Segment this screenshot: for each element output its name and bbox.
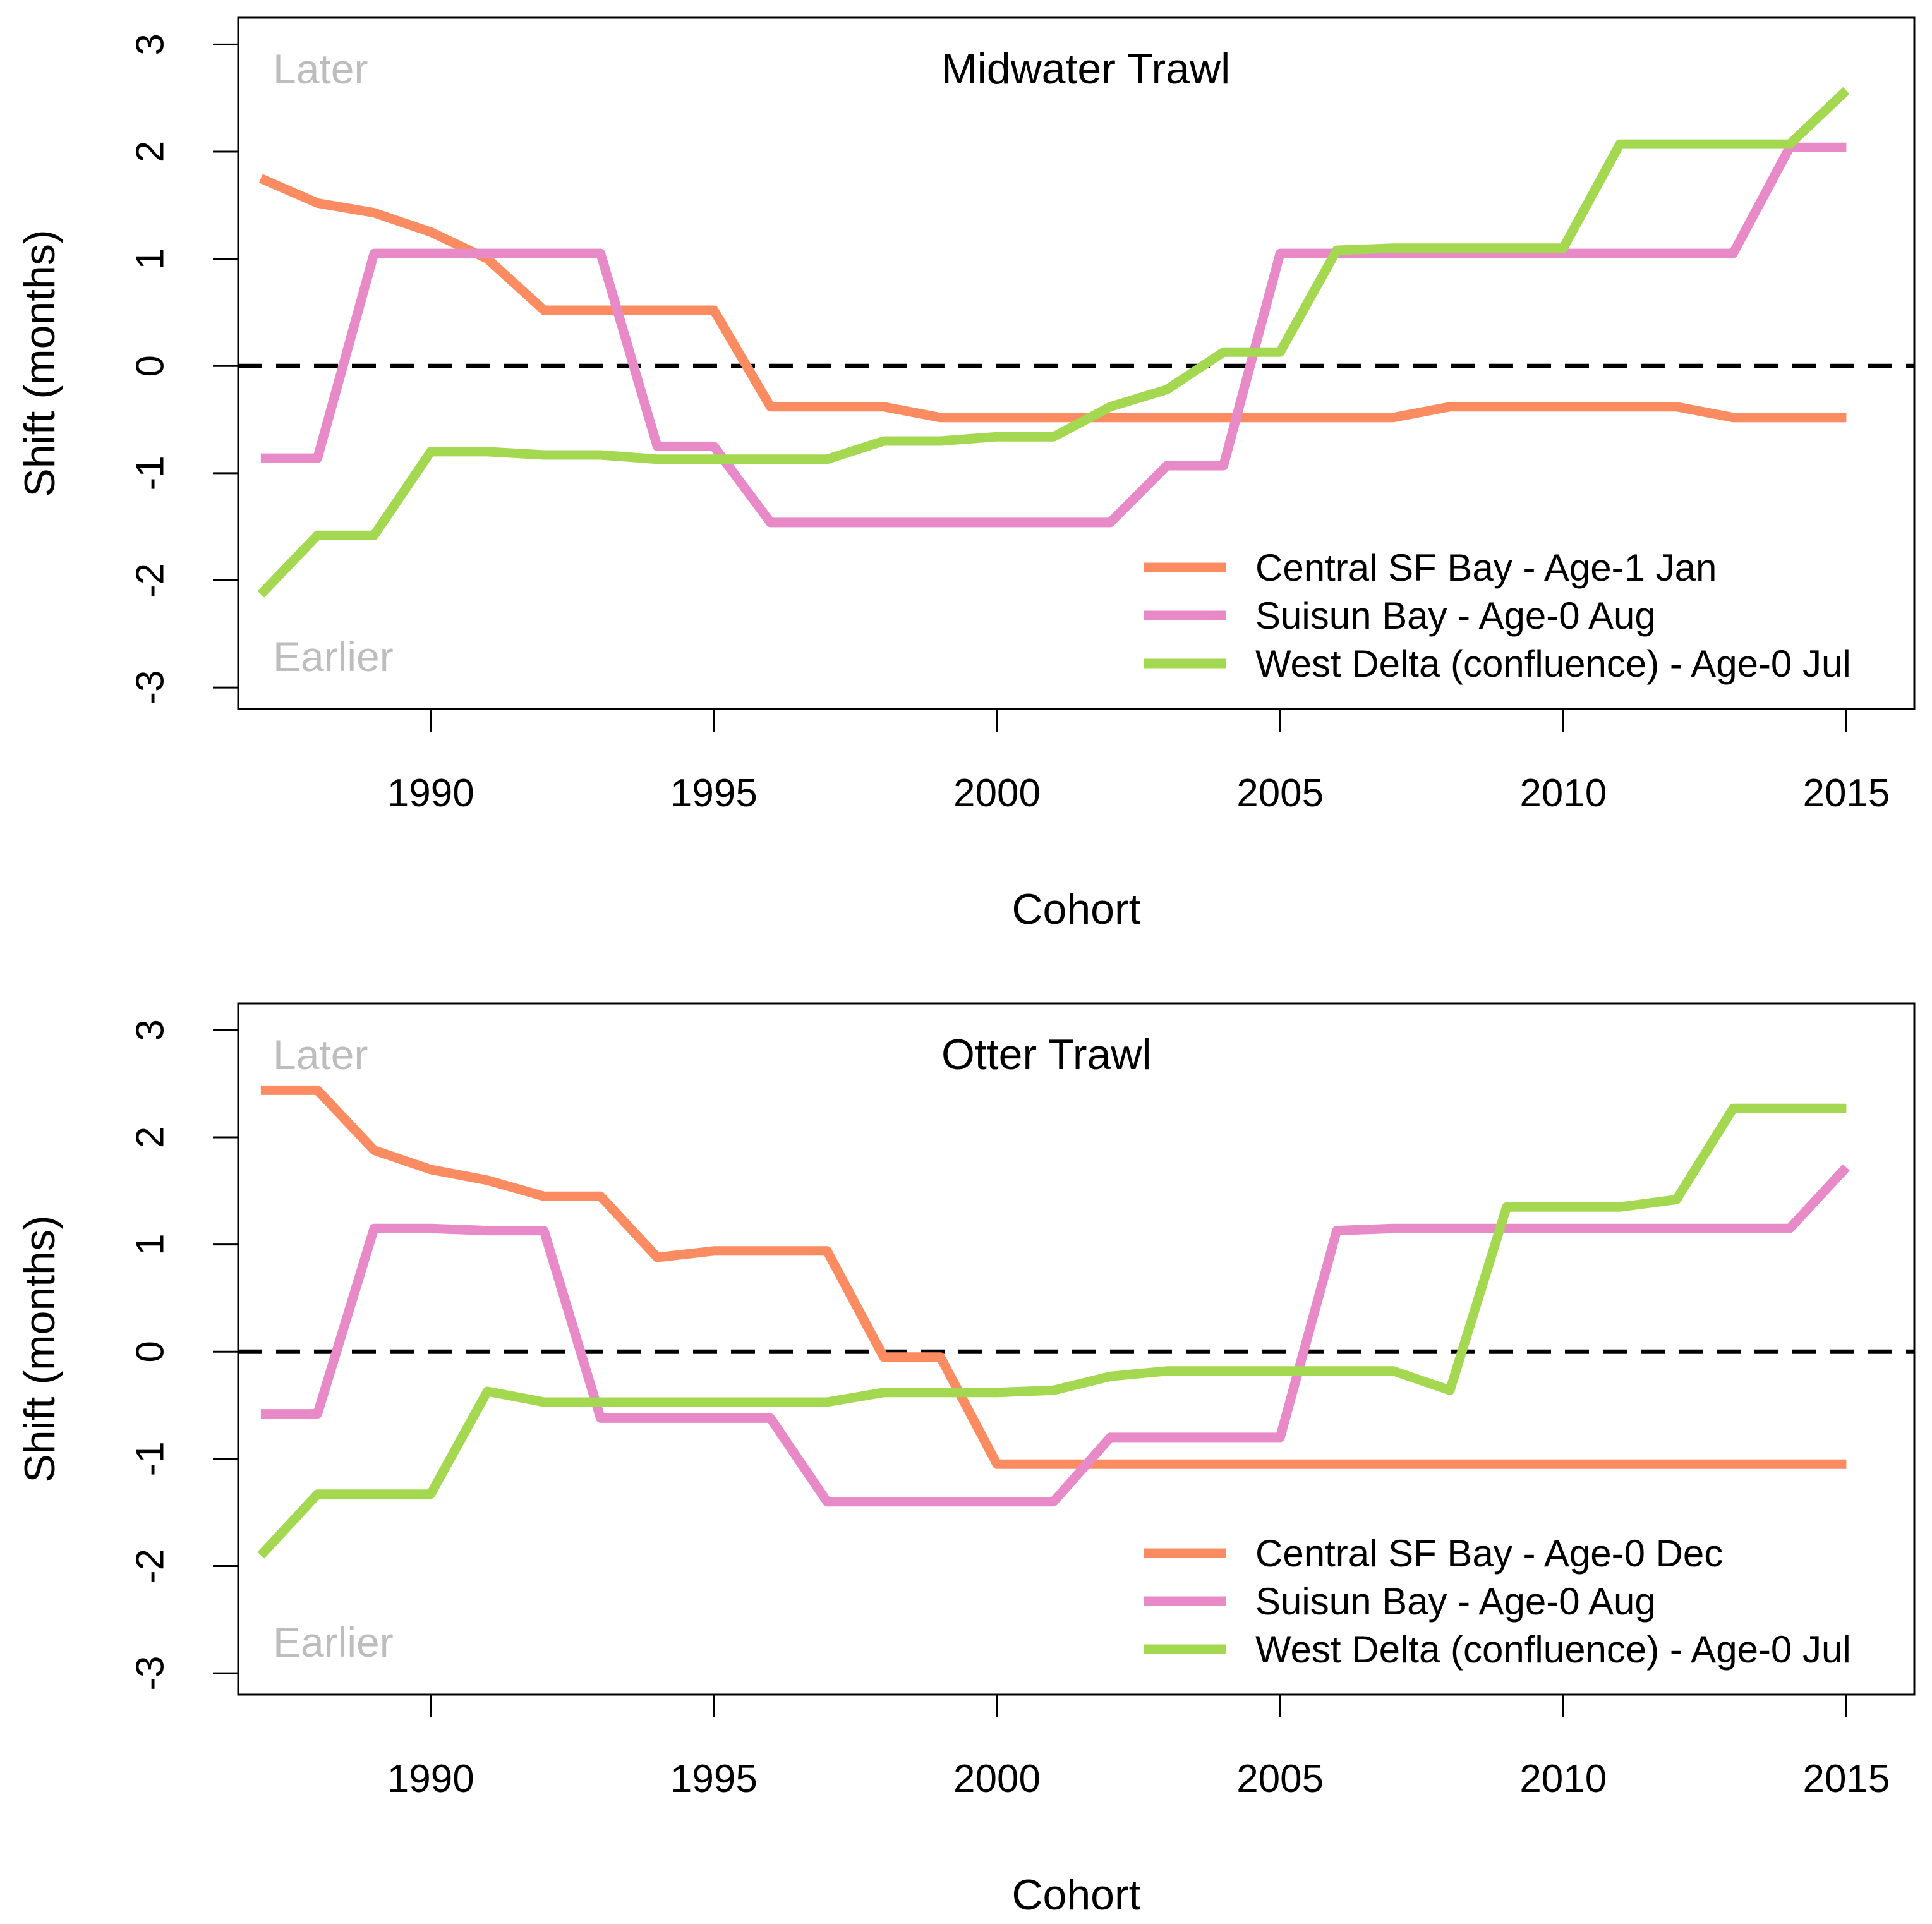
y-tick-label-neg2: -2 (128, 1549, 172, 1583)
x-tick-label-1995: 1995 (670, 771, 758, 815)
legend-label-west: West Delta (confluence) - Age-0 Jul (1255, 1628, 1851, 1671)
series-line-suisun (260, 1164, 1850, 1507)
x-tick-label-2010: 2010 (1519, 1757, 1607, 1801)
plot-frame (237, 16, 1916, 710)
y-tick-label-3: 3 (128, 33, 172, 55)
otter-trawl-panel: 1990 1995 2000 2005 2010 2015 -3 -2 -1 0 1 2 3 Cohort… (16, 1002, 1916, 1919)
earlier-annotation: Earlier (273, 1619, 394, 1666)
x-tick-label-2005: 2005 (1236, 771, 1324, 815)
series-line-central (260, 1085, 1847, 1469)
earlier-annotation: Earlier (273, 633, 394, 680)
legend-label-suisun: Suisun Bay - Age-0 Aug (1255, 595, 1656, 637)
y-axis-title: Shift (months) (16, 1215, 64, 1482)
y-tick-label-neg2: -2 (128, 563, 172, 598)
x-tick-label-1990: 1990 (387, 771, 474, 815)
panel-title: Otter Trawl (941, 1031, 1152, 1079)
later-annotation: Later (273, 45, 368, 92)
x-tick-label-2000: 2000 (953, 1757, 1041, 1801)
x-tick-label-1990: 1990 (387, 1757, 474, 1801)
midwater-trawl-panel: 1990 1995 2000 2005 2010 2015 -3 -2 -1 0 1 2 3 Cohort… (16, 16, 1916, 933)
y-axis-title: Shift (months) (16, 229, 64, 497)
y-tick-label-3: 3 (128, 1019, 172, 1041)
x-tick-label-2005: 2005 (1236, 1757, 1324, 1801)
y-tick-label-1: 1 (128, 1233, 172, 1255)
y-tick-label-neg3: -3 (128, 1656, 172, 1691)
y-tick-label-neg3: -3 (128, 670, 172, 705)
legend-label-central: Central SF Bay - Age-0 Dec (1255, 1532, 1723, 1575)
y-tick-label-neg1: -1 (128, 456, 172, 490)
x-tick-label-2010: 2010 (1519, 771, 1607, 815)
legend-label-west: West Delta (confluence) - Age-0 Jul (1255, 643, 1851, 685)
series-line-west (257, 1103, 1847, 1559)
y-tick-label-1: 1 (128, 248, 172, 269)
x-tick-label-2000: 2000 (953, 771, 1041, 815)
x-tick-label-1995: 1995 (670, 1757, 758, 1801)
legend-label-central: Central SF Bay - Age-1 Jan (1255, 547, 1717, 589)
y-tick-label-0: 0 (128, 355, 172, 377)
y-tick-label-2: 2 (128, 1127, 172, 1148)
panel-title: Midwater Trawl (941, 45, 1230, 93)
legend-label-suisun: Suisun Bay - Age-0 Aug (1255, 1580, 1656, 1623)
series-line-suisun (260, 142, 1847, 528)
series-line-west (257, 87, 1850, 598)
x-tick-label-2015: 2015 (1802, 1757, 1890, 1801)
x-axis-title: Cohort (1011, 1871, 1140, 1919)
y-tick-label-0: 0 (128, 1341, 172, 1362)
y-tick-label-neg1: -1 (128, 1441, 172, 1476)
x-axis-title: Cohort (1011, 885, 1140, 933)
plot-frame (237, 1002, 1916, 1696)
x-tick-label-2015: 2015 (1802, 771, 1890, 815)
series-line-central (258, 174, 1847, 423)
later-annotation: Later (273, 1031, 368, 1078)
y-tick-label-2: 2 (128, 141, 172, 162)
